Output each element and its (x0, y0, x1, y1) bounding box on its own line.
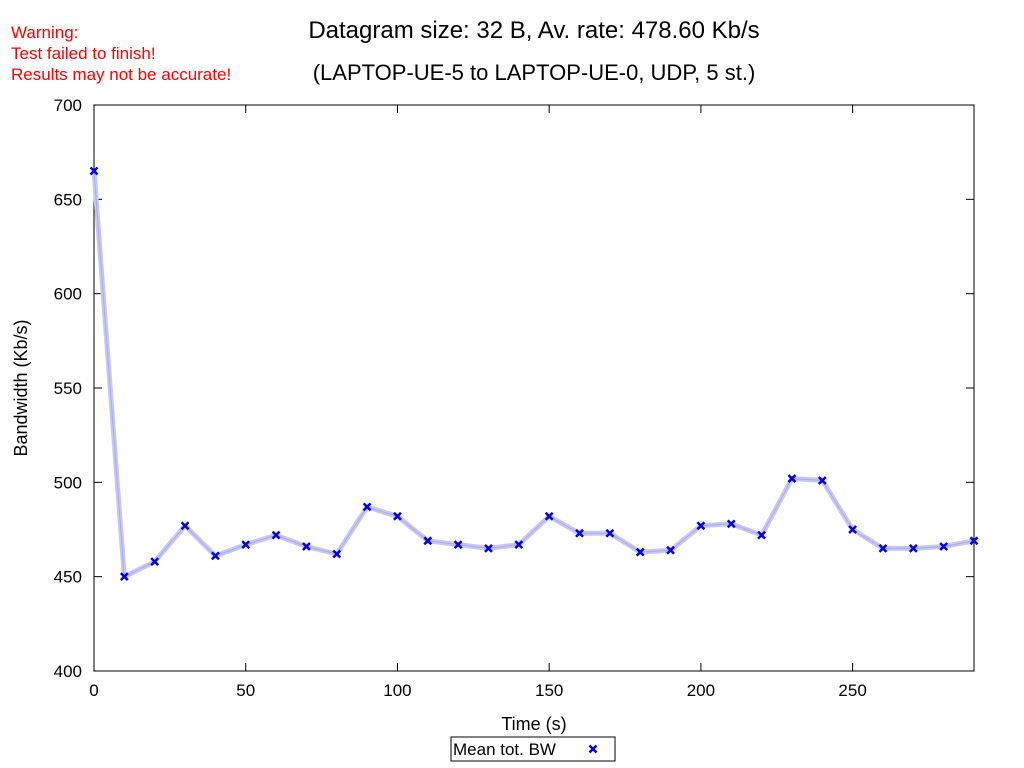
x-tick-label: 50 (236, 681, 255, 700)
y-tick-label: 500 (54, 473, 82, 492)
data-point (544, 511, 554, 521)
warning-line-2: Test failed to finish! (11, 44, 156, 63)
data-point (484, 543, 493, 553)
y-tick-label: 700 (54, 96, 82, 115)
data-point (726, 519, 736, 529)
legend-marker (588, 744, 598, 754)
x-tick-label: 100 (383, 681, 411, 700)
data-point (605, 528, 615, 538)
data-point (696, 521, 706, 531)
legend-box (450, 736, 616, 762)
x-tick-label: 150 (535, 681, 563, 700)
legend-label: Mean tot. BW (453, 740, 556, 759)
y-tick-label: 650 (54, 190, 82, 209)
data-point (453, 540, 463, 549)
x-axis-label: Time (s) (501, 714, 566, 734)
y-tick-label: 550 (54, 379, 82, 398)
plot-frame (93, 104, 975, 672)
x-tick-label: 250 (838, 681, 866, 700)
data-point (514, 540, 524, 549)
data-point (241, 540, 251, 549)
data-point (787, 474, 797, 483)
warning-line-1: Warning: (11, 23, 78, 42)
y-axis: 400 450 500 550 600 650 700 (54, 96, 974, 681)
chart-title: Datagram size: 32 B, Av. rate: 478.60 Kb… (308, 17, 759, 44)
x-tick-label: 0 (89, 681, 98, 700)
data-point (423, 536, 433, 546)
data-point (666, 545, 675, 555)
data-point (362, 502, 372, 512)
data-point (575, 528, 584, 538)
data-point (302, 542, 311, 551)
data-point (939, 542, 949, 551)
data-point (210, 551, 220, 561)
data-point (393, 511, 402, 521)
data-point (271, 530, 281, 540)
data-point (150, 557, 160, 566)
y-tick-label: 600 (54, 285, 82, 304)
warning-line-3: Results may not be accurate! (11, 65, 231, 84)
data-point (757, 530, 766, 540)
data-point (332, 549, 342, 559)
data-point (848, 525, 858, 534)
y-axis-label: Bandwidth (Kb/s) (11, 319, 31, 456)
series-line (93, 170, 975, 578)
x-tick-label: 200 (687, 681, 715, 700)
warning-block: Warning: Test failed to finish! Results … (11, 23, 231, 84)
data-point (817, 476, 827, 485)
data-point (878, 543, 888, 553)
x-axis: 0 50 100 150 200 250 (89, 105, 867, 700)
y-tick-label: 450 (54, 568, 82, 587)
series-layer (89, 166, 979, 582)
data-point (969, 536, 979, 546)
data-point (89, 166, 99, 176)
chart-subtitle: (LAPTOP-UE-5 to LAPTOP-UE-0, UDP, 5 st.) (313, 60, 756, 85)
data-point (119, 572, 129, 582)
data-point (908, 543, 918, 553)
series-band (91, 170, 975, 580)
y-tick-label: 400 (54, 662, 82, 681)
legend: Mean tot. BW (450, 736, 616, 762)
data-point (180, 521, 190, 531)
data-point (635, 547, 645, 557)
